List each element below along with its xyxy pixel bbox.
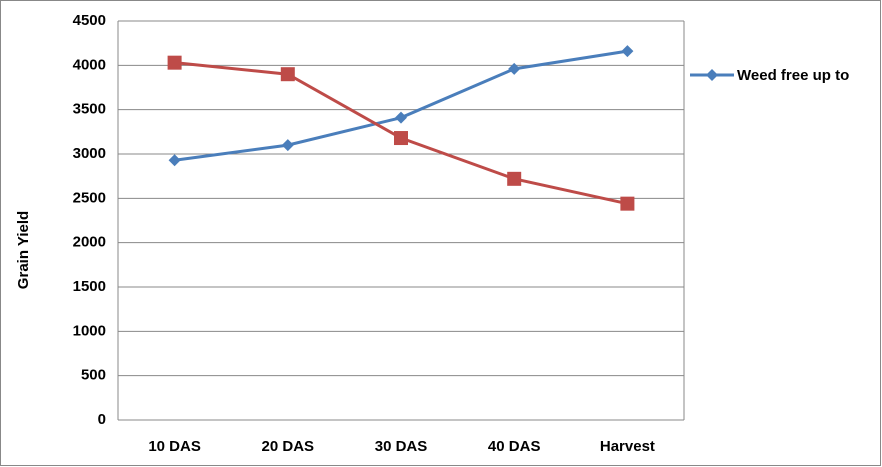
y-tick-label: 500: [81, 367, 106, 384]
point: [280, 67, 295, 82]
point: [706, 69, 718, 81]
x-tick-label: 20 DAS: [262, 438, 315, 455]
y-tick-label: 1000: [73, 322, 106, 339]
point: [168, 154, 181, 167]
legend-label: Weed free up to: [737, 67, 850, 84]
x-tick-label: 40 DAS: [488, 438, 541, 455]
x-tick-label: 10 DAS: [148, 438, 201, 455]
y-tick-label: 3500: [73, 101, 106, 118]
point: [167, 55, 182, 70]
point: [395, 111, 407, 124]
x-tick-label: 30 DAS: [375, 438, 428, 455]
y-tick-label: 2500: [73, 189, 106, 206]
point: [394, 131, 408, 146]
point: [620, 196, 635, 211]
y-tick-label: 0: [98, 411, 106, 428]
y-axis-label: Grain Yield: [15, 211, 32, 289]
y-tick-label: 4000: [73, 56, 106, 73]
y-tick-label: 2000: [73, 234, 106, 251]
y-tick-label: 1500: [73, 278, 106, 295]
x-tick-label: Harvest: [600, 438, 655, 455]
y-tick-label: 4500: [73, 12, 106, 29]
y-tick-label: 3000: [73, 145, 106, 162]
point: [281, 139, 294, 152]
point: [507, 171, 522, 186]
point: [508, 62, 521, 75]
point: [621, 45, 634, 58]
